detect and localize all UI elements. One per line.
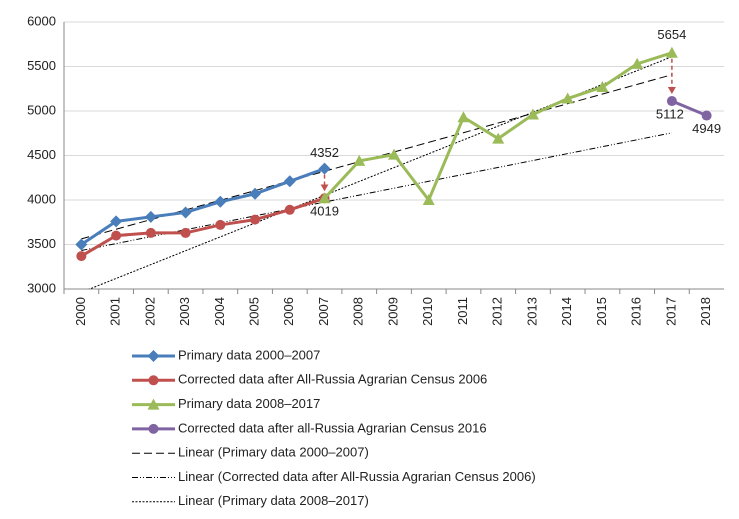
point: [318, 192, 331, 204]
point: [144, 210, 157, 223]
point: [214, 195, 227, 208]
x-tick-label: 2009: [385, 297, 400, 326]
y-tick-label: 3500: [27, 236, 56, 251]
point: [422, 194, 435, 205]
legend-label: Linear (Primary data 2008–2017): [178, 493, 369, 508]
point: [388, 148, 400, 160]
legend-marker: [147, 398, 160, 410]
legend-label: Linear (Primary data 2000–2007): [178, 445, 369, 460]
point: [215, 219, 226, 230]
point: [596, 80, 609, 92]
legend-label: Primary data 2008–2017: [178, 396, 320, 411]
y-tick-label: 3000: [27, 280, 56, 295]
point: [76, 251, 87, 262]
legend-label: Corrected data after all-Russia Agrarian…: [178, 420, 487, 435]
point: [526, 108, 539, 120]
legend-marker: [148, 375, 159, 386]
data-label: 4949: [692, 121, 721, 136]
point: [665, 46, 678, 58]
x-tick-label: 2010: [420, 297, 435, 326]
x-tick-label: 2001: [108, 297, 123, 326]
point: [666, 96, 677, 107]
x-tick-label: 2011: [455, 297, 470, 325]
point: [249, 187, 262, 200]
x-tick-label: 2003: [177, 297, 192, 326]
legend-label: Primary data 2000–2007: [178, 347, 320, 362]
y-tick-label: 4000: [27, 191, 56, 206]
x-tick-label: 2016: [629, 297, 644, 326]
data-label: 4352: [310, 145, 339, 160]
x-tick-label: 2014: [559, 297, 574, 326]
x-tick-label: 2015: [594, 297, 609, 326]
point: [353, 154, 366, 166]
series-line: [80, 196, 325, 258]
x-tick-label: 2004: [212, 297, 227, 326]
point: [561, 92, 574, 104]
point: [457, 111, 470, 123]
point: [284, 204, 295, 215]
data-label: 5654: [657, 27, 686, 42]
x-tick-label: 2018: [698, 297, 713, 326]
point: [283, 175, 296, 188]
point: [179, 206, 192, 219]
y-tick-label: 6000: [27, 13, 56, 28]
y-tick-label: 5000: [27, 102, 56, 117]
y-tick-label: 5500: [27, 58, 56, 73]
x-tick-label: 2007: [316, 297, 331, 326]
point: [180, 227, 191, 238]
point: [111, 230, 122, 241]
y-tick-label: 4500: [27, 147, 56, 162]
x-tick-label: 2017: [663, 297, 678, 326]
x-tick-label: 2005: [246, 297, 261, 326]
point: [701, 110, 712, 121]
point: [631, 57, 644, 69]
series-line: [671, 99, 708, 117]
point: [318, 162, 331, 175]
legend-marker: [148, 423, 159, 434]
x-tick-label: 2006: [281, 297, 296, 326]
x-tick-label: 2008: [351, 297, 366, 326]
legend-marker: [147, 350, 160, 362]
point: [250, 214, 261, 225]
legend-label: Corrected data after All-Russia Agrarian…: [178, 372, 487, 387]
data-label: 5112: [656, 106, 684, 121]
x-tick-label: 2000: [73, 297, 88, 326]
data-label: 4019: [310, 204, 339, 219]
x-tick-label: 2002: [142, 297, 157, 326]
x-tick-label: 2012: [490, 297, 505, 326]
point: [145, 227, 156, 238]
point: [110, 215, 123, 228]
legend-label: Linear (Corrected data after All-Russia …: [178, 469, 536, 484]
point: [492, 132, 505, 144]
series-line: [80, 167, 326, 246]
point: [75, 238, 88, 251]
trendline: [81, 132, 672, 251]
x-tick-label: 2013: [524, 297, 539, 326]
